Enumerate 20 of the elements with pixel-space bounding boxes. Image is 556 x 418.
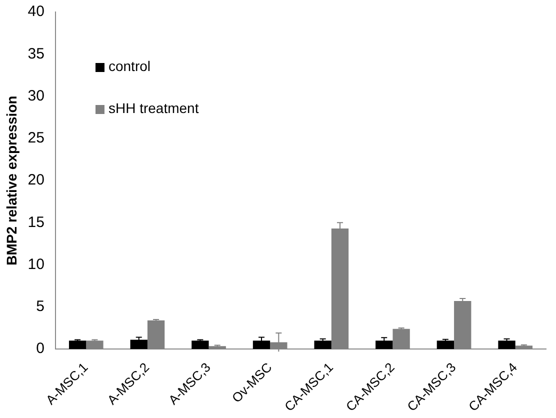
bar: [436, 340, 454, 350]
y-tick-label: 10: [28, 256, 44, 273]
y-tick-label: 15: [28, 214, 44, 231]
y-tick-label: 25: [28, 130, 44, 147]
y-tick-label: 20: [28, 172, 44, 189]
y-tick-label: 5: [36, 298, 44, 316]
legend-label: control: [108, 58, 151, 74]
legend-label: sHH treatment: [108, 100, 199, 116]
y-tick-label: 0: [36, 340, 44, 358]
bar: [68, 340, 86, 350]
y-tick-label: 35: [28, 45, 44, 62]
bar: [376, 340, 393, 350]
y-axis-title: BMP2 relative expression: [3, 96, 20, 266]
y-tick-label: 30: [28, 87, 44, 104]
bar: [314, 340, 332, 350]
bar: [130, 340, 148, 350]
bar: [192, 340, 209, 350]
bar: [498, 340, 516, 350]
y-tick-label: 40: [28, 3, 44, 20]
bar: [252, 340, 270, 350]
